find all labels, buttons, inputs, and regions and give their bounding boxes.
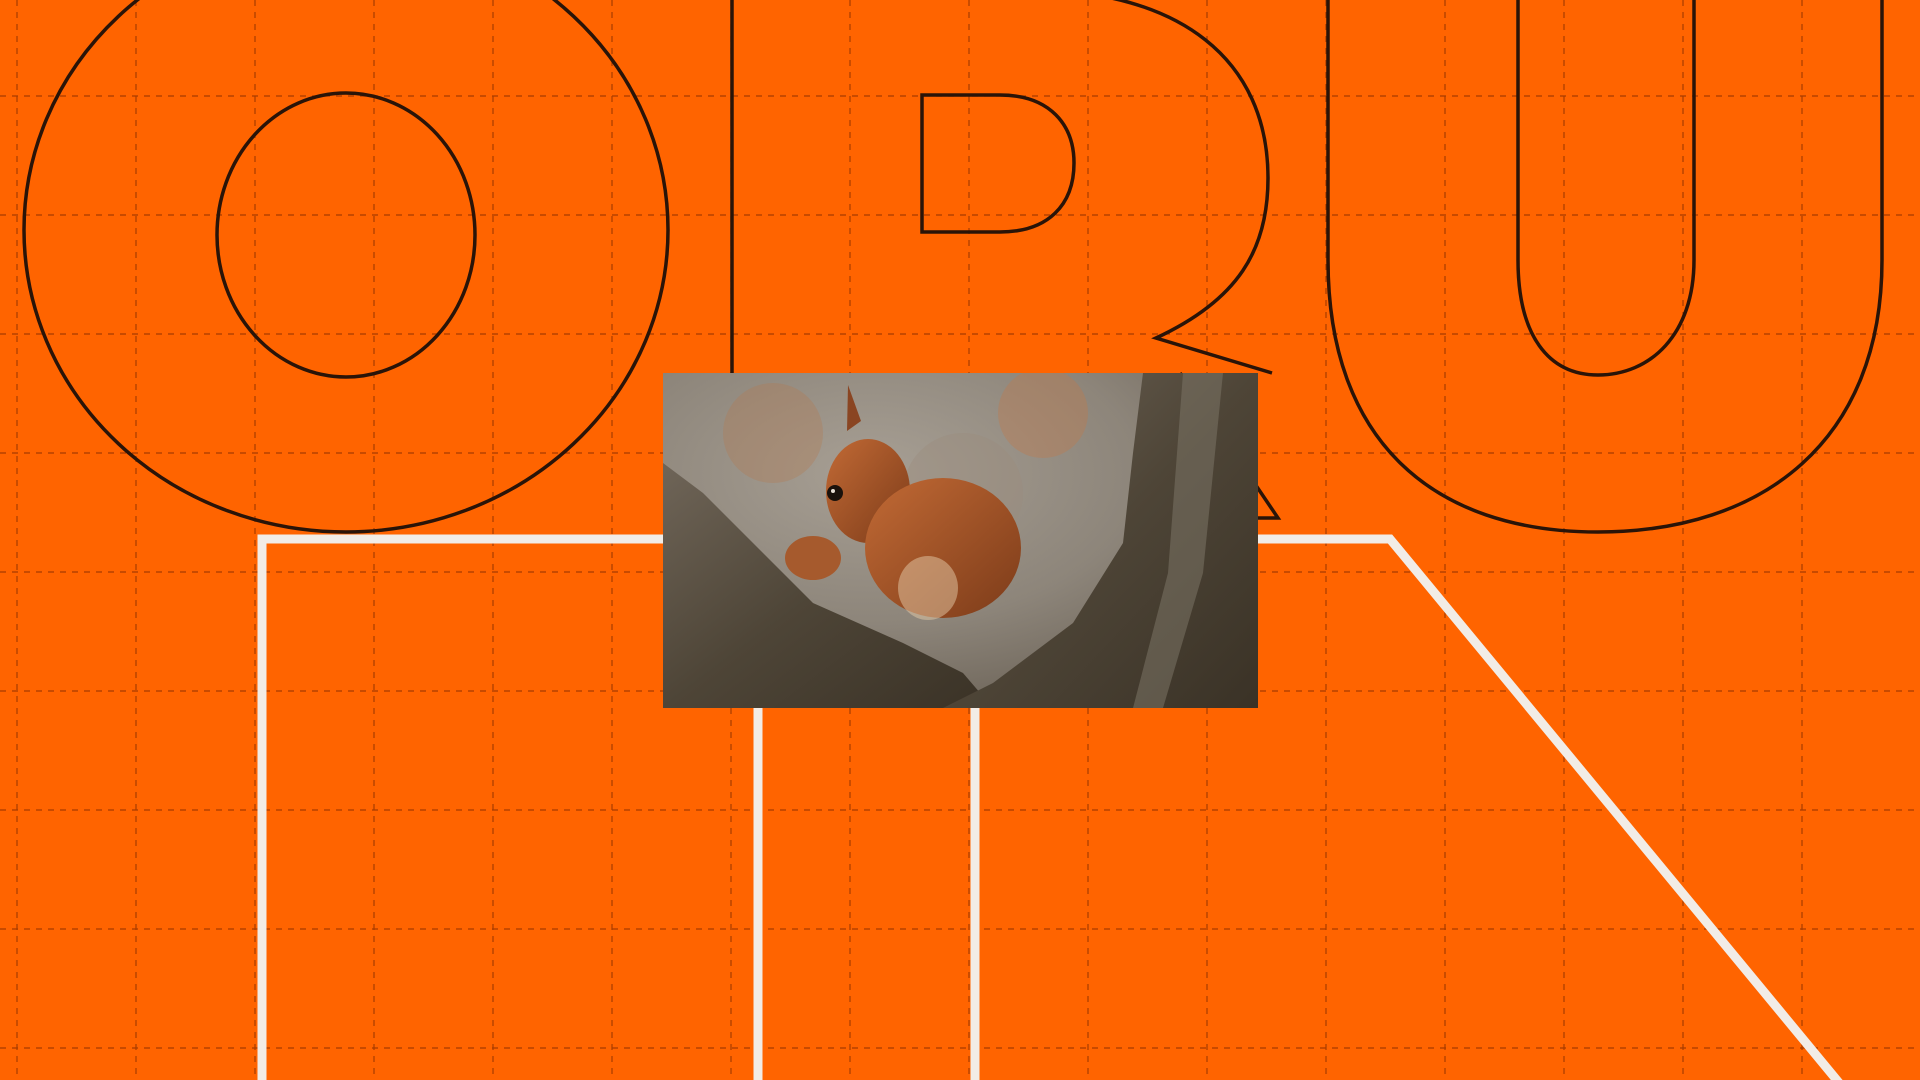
outline-letter-o [22,0,670,534]
squirrel-photo [663,373,1258,708]
squirrel-figure [785,385,1021,620]
outline-stroke-left [257,534,663,1080]
outline-stroke-diagonal [1258,534,1843,1080]
outline-stroke-middle [753,708,980,1080]
outline-letter-u [1326,0,1884,534]
